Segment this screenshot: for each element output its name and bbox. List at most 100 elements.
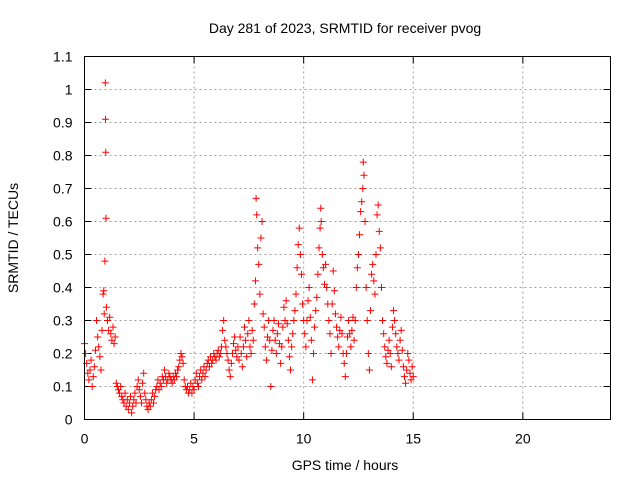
data-point: [390, 307, 398, 315]
data-point: [165, 369, 173, 377]
data-point: [291, 307, 299, 315]
y-tick-label: 0: [65, 412, 73, 428]
data-point: [251, 277, 259, 285]
data-point: [313, 293, 321, 301]
data-point: [312, 307, 320, 315]
data-point: [91, 346, 99, 354]
data-point: [277, 359, 285, 367]
data-point: [254, 244, 262, 252]
data-point: [307, 336, 315, 344]
data-point: [259, 310, 267, 318]
data-point: [177, 350, 185, 357]
data-point: [258, 218, 266, 225]
data-point: [356, 231, 364, 239]
data-point: [387, 363, 395, 371]
data-point: [194, 383, 202, 390]
data-point: [369, 260, 377, 268]
data-point: [174, 366, 182, 374]
data-point: [398, 346, 406, 354]
data-point: [403, 366, 411, 374]
data-points: [81, 79, 417, 417]
data-point: [282, 297, 290, 305]
data-point: [345, 317, 353, 324]
data-point: [335, 343, 343, 351]
data-point: [135, 386, 143, 394]
data-point: [382, 353, 390, 361]
data-point: [372, 251, 380, 258]
data-point: [388, 323, 396, 331]
data-point: [121, 389, 129, 397]
data-point: [302, 343, 310, 351]
data-point: [271, 336, 279, 344]
data-point: [374, 201, 382, 209]
x-tick-label: 20: [515, 431, 531, 447]
data-point: [129, 402, 137, 410]
data-point: [274, 320, 282, 328]
data-point: [392, 330, 400, 338]
data-point: [383, 359, 391, 367]
data-point: [102, 303, 110, 311]
data-point: [255, 260, 263, 268]
data-point: [111, 333, 119, 341]
data-point: [134, 376, 142, 384]
data-point: [240, 323, 248, 331]
data-point: [359, 158, 367, 166]
axis-ticks: [84, 56, 611, 420]
data-point: [117, 383, 125, 390]
data-point: [328, 300, 336, 308]
data-point: [178, 353, 186, 361]
plot-frame: [84, 56, 611, 420]
data-point: [329, 267, 337, 275]
data-point: [224, 356, 232, 364]
data-point: [394, 350, 402, 357]
data-point: [350, 336, 358, 344]
data-point: [333, 323, 341, 331]
data-point: [330, 287, 338, 295]
data-point: [293, 264, 301, 272]
data-point: [391, 317, 399, 324]
data-point: [248, 326, 256, 334]
y-tick-label: 0.2: [53, 346, 73, 362]
x-tick-label: 0: [81, 431, 89, 447]
data-point: [127, 392, 135, 400]
data-point: [180, 376, 188, 384]
data-point: [253, 211, 261, 219]
data-point: [399, 363, 407, 371]
data-point: [131, 389, 139, 397]
data-point: [192, 369, 200, 377]
data-point: [107, 330, 115, 338]
data-point: [250, 300, 258, 308]
data-point: [331, 310, 339, 318]
data-point: [290, 317, 298, 324]
data-point: [371, 290, 379, 298]
y-tick-label: 0.8: [53, 148, 73, 164]
data-point: [385, 336, 393, 344]
y-axis-label: SRMTID / TECUs: [5, 183, 21, 293]
data-point: [353, 264, 361, 272]
data-point: [85, 376, 93, 384]
tick-labels: 0 0.1 0.2 0.3 0.4 0.5 0.6 0.7 0.8 0.9 1 1.1 0 5 10 15 20: [53, 49, 531, 447]
data-point: [99, 290, 107, 298]
data-point: [252, 194, 260, 202]
data-point: [408, 363, 416, 371]
data-point: [373, 211, 381, 219]
data-point: [208, 359, 216, 367]
data-point: [227, 359, 235, 367]
y-tick-label: 0.7: [53, 181, 73, 197]
data-point: [365, 366, 373, 374]
data-point: [102, 148, 110, 156]
data-point: [139, 379, 147, 387]
data-point: [393, 343, 401, 351]
data-point: [202, 366, 210, 374]
data-point: [124, 406, 132, 414]
data-point: [146, 402, 154, 410]
x-tick-label: 15: [405, 431, 421, 447]
data-point: [406, 369, 414, 377]
data-point: [98, 326, 106, 334]
data-point: [257, 234, 265, 242]
data-point: [304, 297, 312, 305]
data-point: [285, 353, 293, 361]
data-point: [273, 330, 281, 338]
data-point: [230, 340, 238, 348]
data-point: [216, 350, 224, 357]
